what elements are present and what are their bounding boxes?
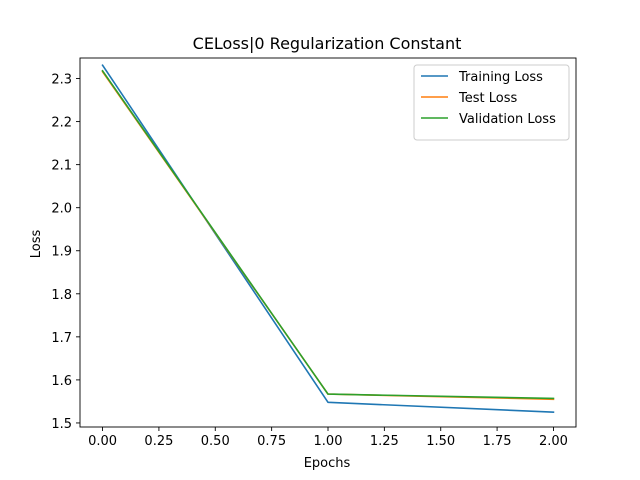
x-tick-label: 0.00 (88, 434, 117, 449)
y-tick-label: 1.9 (51, 245, 72, 260)
legend-label-validation-loss: Validation Loss (459, 112, 556, 127)
y-tick-label: 2.3 (51, 73, 72, 88)
y-tick-label: 1.7 (51, 331, 72, 346)
x-tick-label: 1.25 (370, 434, 399, 449)
x-tick-label: 1.00 (314, 434, 343, 449)
y-tick-label: 2.1 (51, 159, 72, 174)
x-tick-label: 1.50 (426, 434, 455, 449)
y-tick-label: 1.8 (51, 288, 72, 303)
plot-area: 0.00 0.25 0.50 0.75 1.00 1.25 1.50 1.75 2.00 1.5 1… (51, 57, 577, 449)
y-tick-label: 2.0 (51, 202, 72, 217)
x-tick-label: 0.50 (201, 434, 230, 449)
legend-label-test-loss: Test Loss (458, 91, 517, 106)
y-axis-label: Loss (29, 230, 44, 259)
x-tick-label: 2.00 (539, 434, 568, 449)
x-tick-label: 0.75 (257, 434, 286, 449)
y-tick-label: 1.6 (51, 374, 72, 389)
series-line-validation-loss (101, 69, 555, 400)
x-tick-label: 1.75 (483, 434, 512, 449)
y-tick-label: 2.2 (51, 116, 72, 131)
legend-label-training-loss: Training Loss (458, 70, 543, 85)
x-axis-label: Epochs (304, 456, 351, 471)
legend: Training Loss Test Loss Validation Loss (413, 64, 570, 141)
x-tick-label: 0.25 (144, 434, 173, 449)
legend-box (413, 64, 570, 141)
y-tick-label: 1.5 (51, 417, 72, 432)
chart-title: CELoss|0 Regularization Constant (193, 34, 462, 53)
